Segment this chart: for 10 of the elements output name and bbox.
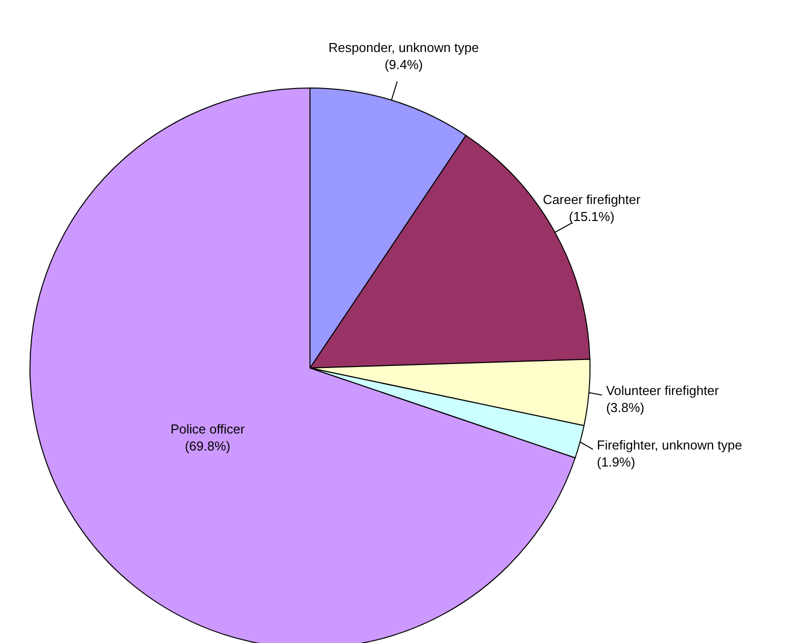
slice-label: Career firefighter	[542, 192, 642, 207]
slice-label: Police officer	[170, 421, 246, 436]
data-label: (9.4%)	[384, 56, 423, 72]
data-label: (3.8%)	[606, 400, 644, 416]
slice-label: Volunteer firefighter	[606, 383, 720, 398]
slice-label: Responder, unknown type	[328, 40, 479, 55]
data-label: (69.8%)	[184, 438, 230, 454]
slice-label: Firefighter, unknown type	[596, 437, 742, 452]
data-label: (1.9%)	[596, 454, 636, 470]
data-label: (15.1%)	[568, 208, 614, 224]
